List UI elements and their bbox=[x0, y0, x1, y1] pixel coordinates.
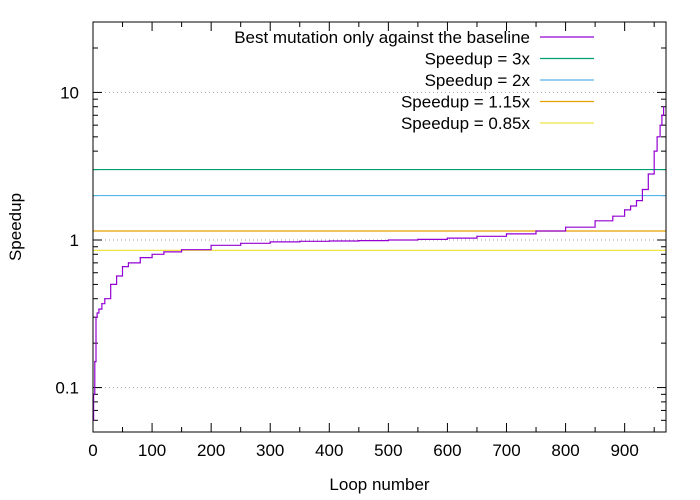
x-tick-label: 100 bbox=[138, 441, 166, 460]
data-point bbox=[101, 303, 103, 305]
plot-frame bbox=[92, 21, 667, 433]
data-point bbox=[635, 199, 638, 202]
data-point bbox=[624, 209, 626, 211]
data-point bbox=[387, 239, 389, 241]
data-point bbox=[127, 262, 130, 264]
legend: Best mutation only against the baseline S… bbox=[234, 28, 594, 133]
y-axis-label: Speedup bbox=[6, 193, 25, 261]
series-line bbox=[93, 106, 665, 421]
data-point bbox=[629, 205, 632, 207]
data-point bbox=[653, 150, 655, 152]
x-tick-label: 500 bbox=[374, 441, 402, 460]
x-tick-label: 400 bbox=[315, 441, 343, 460]
data-point bbox=[446, 237, 449, 239]
data-point bbox=[656, 136, 658, 138]
y-tick-label: 10 bbox=[60, 83, 79, 102]
data-point bbox=[163, 251, 165, 253]
legend-label: Speedup = 1.15x bbox=[401, 93, 531, 112]
x-tick-label: 700 bbox=[492, 441, 520, 460]
data-point bbox=[96, 312, 98, 314]
data-point bbox=[269, 241, 271, 243]
y-tick-label: 1 bbox=[70, 231, 79, 250]
data-point bbox=[98, 308, 100, 310]
data-point bbox=[641, 188, 643, 191]
data-point bbox=[505, 233, 508, 235]
data-point bbox=[328, 240, 330, 242]
grid-lines bbox=[93, 91, 666, 389]
data-point bbox=[663, 106, 665, 108]
data-point bbox=[417, 238, 419, 240]
data-point bbox=[116, 275, 118, 277]
x-tick-label: 800 bbox=[551, 441, 579, 460]
data-point bbox=[299, 240, 301, 242]
legend-label: Speedup = 3x bbox=[425, 50, 531, 69]
x-axis-label: Loop number bbox=[329, 475, 430, 494]
data-point bbox=[564, 226, 567, 228]
x-tick-label: 900 bbox=[610, 441, 638, 460]
data-point bbox=[95, 316, 97, 318]
x-tick-label: 0 bbox=[88, 441, 97, 460]
data-point bbox=[659, 124, 661, 126]
data-point bbox=[535, 230, 537, 232]
data-point bbox=[661, 114, 663, 116]
data-point bbox=[181, 249, 183, 251]
legend-label: Speedup = 0.85x bbox=[401, 114, 531, 133]
data-point bbox=[110, 283, 112, 286]
data-point bbox=[594, 220, 596, 222]
x-tick-label: 600 bbox=[433, 441, 461, 460]
y-tick-label: 0.1 bbox=[55, 379, 79, 398]
legend-label: Speedup = 2x bbox=[425, 71, 531, 90]
x-tick-label: 200 bbox=[197, 441, 225, 460]
data-point bbox=[240, 242, 242, 244]
data-point bbox=[104, 298, 106, 300]
data-point bbox=[476, 235, 478, 237]
data-point bbox=[210, 244, 212, 246]
data-series bbox=[92, 106, 665, 421]
data-point bbox=[121, 266, 124, 268]
data-point bbox=[647, 173, 649, 175]
data-point bbox=[139, 256, 141, 259]
reference-lines bbox=[93, 168, 666, 252]
legend-label: Best mutation only against the baseline bbox=[234, 28, 530, 47]
data-point bbox=[94, 360, 96, 363]
data-point bbox=[358, 240, 360, 242]
x-tick-label: 300 bbox=[256, 441, 284, 460]
data-point bbox=[612, 215, 614, 217]
data-point bbox=[151, 253, 153, 255]
axis-ticks bbox=[92, 21, 666, 433]
